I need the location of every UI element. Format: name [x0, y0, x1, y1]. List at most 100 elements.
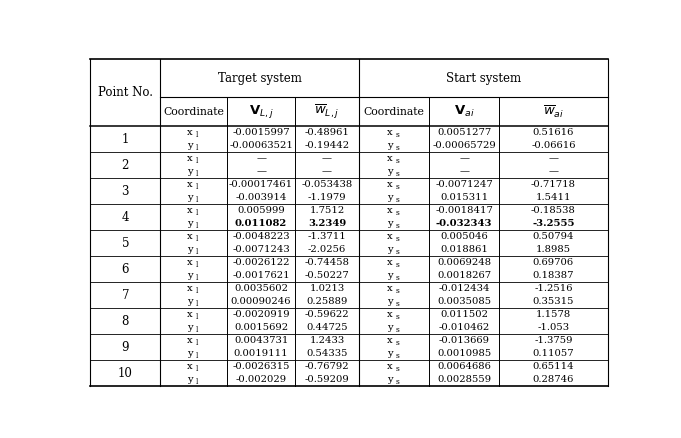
Text: y: y: [387, 194, 393, 202]
Text: 0.0064686: 0.0064686: [437, 362, 491, 371]
Text: 3.2349: 3.2349: [308, 219, 346, 228]
Text: l: l: [195, 339, 197, 347]
Text: -0.18538: -0.18538: [531, 206, 575, 215]
Text: s: s: [396, 313, 400, 321]
Text: s: s: [396, 183, 400, 191]
Text: -0.003914: -0.003914: [236, 194, 287, 202]
Text: 0.0018267: 0.0018267: [437, 272, 491, 280]
Text: l: l: [195, 183, 197, 191]
Text: -0.013669: -0.013669: [439, 336, 490, 346]
Text: Coordinate: Coordinate: [163, 106, 224, 117]
Text: -0.0071247: -0.0071247: [435, 180, 493, 189]
Text: 0.0028559: 0.0028559: [437, 375, 491, 385]
Text: s: s: [396, 196, 400, 204]
Text: s: s: [396, 365, 400, 373]
Text: 0.005999: 0.005999: [237, 206, 285, 215]
Text: 0.44725: 0.44725: [306, 323, 348, 332]
Text: 1: 1: [122, 133, 129, 146]
Text: s: s: [396, 287, 400, 295]
Text: s: s: [396, 261, 400, 269]
Text: Start system: Start system: [446, 72, 521, 85]
Text: y: y: [187, 167, 192, 177]
Text: 0.54335: 0.54335: [306, 350, 348, 358]
Text: 5: 5: [122, 237, 129, 250]
Text: -0.74458: -0.74458: [304, 258, 349, 268]
Text: -0.00063521: -0.00063521: [229, 141, 293, 150]
Text: 3: 3: [122, 185, 129, 198]
Text: y: y: [187, 323, 192, 332]
Text: y: y: [387, 375, 393, 385]
Text: x: x: [387, 233, 393, 241]
Text: -0.50227: -0.50227: [304, 272, 349, 280]
Text: -0.053438: -0.053438: [302, 180, 353, 189]
Text: y: y: [187, 219, 192, 228]
Text: 0.11057: 0.11057: [533, 350, 574, 358]
Text: Target system: Target system: [218, 72, 302, 85]
Text: y: y: [187, 350, 192, 358]
Text: 1.2433: 1.2433: [309, 336, 345, 346]
Text: —: —: [322, 154, 332, 163]
Text: -0.0017621: -0.0017621: [232, 272, 290, 280]
Text: -0.0018417: -0.0018417: [435, 206, 493, 215]
Text: 0.69706: 0.69706: [533, 258, 574, 268]
Text: 0.0043731: 0.0043731: [234, 336, 288, 346]
Text: $\overline{w}_{ai}$: $\overline{w}_{ai}$: [543, 103, 564, 120]
Text: 2: 2: [122, 159, 129, 172]
Text: 0.0010985: 0.0010985: [437, 350, 491, 358]
Text: y: y: [387, 272, 393, 280]
Text: l: l: [195, 313, 197, 321]
Text: —: —: [256, 167, 266, 177]
Text: -0.59209: -0.59209: [304, 375, 349, 385]
Text: -0.00065729: -0.00065729: [432, 141, 496, 150]
Text: 0.0035085: 0.0035085: [437, 297, 491, 307]
Text: x: x: [387, 284, 393, 293]
Text: s: s: [396, 131, 400, 139]
Text: -0.0015997: -0.0015997: [232, 128, 290, 138]
Text: 0.011502: 0.011502: [440, 311, 488, 319]
Text: x: x: [387, 180, 393, 189]
Text: 0.28746: 0.28746: [533, 375, 574, 385]
Text: y: y: [387, 323, 393, 332]
Text: s: s: [396, 235, 400, 243]
Text: x: x: [187, 258, 192, 268]
Text: -0.59622: -0.59622: [304, 311, 349, 319]
Text: -0.0026122: -0.0026122: [232, 258, 290, 268]
Text: -0.012434: -0.012434: [439, 284, 490, 293]
Text: —: —: [322, 167, 332, 177]
Text: x: x: [187, 128, 192, 138]
Text: -0.48961: -0.48961: [304, 128, 349, 138]
Text: s: s: [396, 352, 400, 360]
Text: l: l: [195, 274, 197, 282]
Text: l: l: [195, 300, 197, 308]
Text: l: l: [195, 287, 197, 295]
Text: 9: 9: [122, 341, 129, 354]
Text: l: l: [195, 157, 197, 165]
Text: s: s: [396, 378, 400, 386]
Text: -0.00017461: -0.00017461: [229, 180, 293, 189]
Text: s: s: [396, 209, 400, 217]
Text: 1.7512: 1.7512: [309, 206, 345, 215]
Text: -2.0256: -2.0256: [308, 245, 346, 254]
Text: 0.18387: 0.18387: [533, 272, 574, 280]
Text: -0.0071243: -0.0071243: [232, 245, 290, 254]
Text: l: l: [195, 378, 197, 386]
Text: -3.2555: -3.2555: [532, 219, 575, 228]
Text: 0.011082: 0.011082: [235, 219, 287, 228]
Text: 0.015311: 0.015311: [440, 194, 488, 202]
Text: -1.3711: -1.3711: [308, 233, 347, 241]
Text: 0.005046: 0.005046: [440, 233, 488, 241]
Text: -0.010462: -0.010462: [439, 323, 490, 332]
Text: 8: 8: [122, 315, 129, 328]
Text: -0.76792: -0.76792: [304, 362, 349, 371]
Text: x: x: [187, 284, 192, 293]
Text: y: y: [187, 375, 192, 385]
Text: x: x: [187, 233, 192, 241]
Text: x: x: [187, 311, 192, 319]
Text: $\mathbf{V}_{ai}$: $\mathbf{V}_{ai}$: [454, 104, 475, 119]
Text: l: l: [195, 235, 197, 243]
Text: x: x: [387, 336, 393, 346]
Text: y: y: [387, 350, 393, 358]
Text: —: —: [548, 154, 558, 163]
Text: l: l: [195, 326, 197, 334]
Text: l: l: [195, 144, 197, 152]
